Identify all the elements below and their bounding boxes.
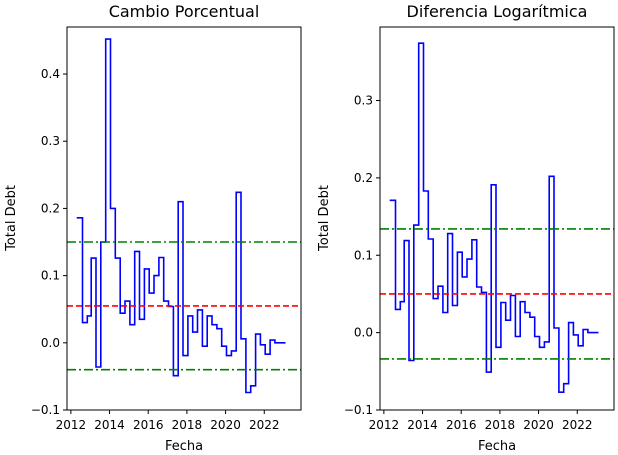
y-tick-label: 0.1 (41, 269, 60, 283)
y-tick-label: 0.2 (41, 201, 60, 215)
series-line (76, 38, 286, 394)
x-tick-label: 2020 (523, 418, 554, 432)
plot-area (380, 42, 614, 393)
chart-percent-change: Cambio Porcentual Fecha Total Debt 2012 2… (4, 2, 302, 454)
y-tick-label: 0.4 (41, 67, 60, 81)
x-axis-label: Fecha (478, 439, 516, 454)
chart-title: Cambio Porcentual (109, 2, 260, 21)
y-axis-label: Total Debt (4, 185, 19, 252)
x-tick-label: 2012 (56, 418, 87, 432)
y-tick-label: −0.1 (31, 403, 60, 417)
axes-frame (379, 26, 615, 411)
y-axis-label: Total Debt (317, 185, 332, 252)
y-tick-label: 0.2 (354, 171, 373, 185)
x-axis-label: Fecha (165, 439, 203, 454)
y-tick-label: 0.0 (354, 326, 373, 340)
x-tick-label: 2020 (210, 418, 241, 432)
x-tick-label: 2014 (407, 418, 438, 432)
y-tick-label: 0.3 (354, 94, 373, 108)
x-tick-label: 2016 (446, 418, 477, 432)
axes-frame (66, 26, 302, 411)
x-tick-label: 2016 (133, 418, 164, 432)
chart-log-difference: Diferencia Logarítmica Fecha Total Debt … (317, 2, 615, 454)
x-tick-label: 2018 (485, 418, 516, 432)
chart-title: Diferencia Logarítmica (407, 2, 588, 21)
y-tick-label: −0.1 (344, 403, 373, 417)
x-tick-label: 2018 (172, 418, 203, 432)
x-tick-label: 2014 (94, 418, 125, 432)
y-tick-label: 0.1 (354, 248, 373, 262)
y-tick-label: 0.3 (41, 134, 60, 148)
x-tick-label: 2012 (369, 418, 400, 432)
plot-area (67, 38, 301, 394)
series-line (389, 42, 599, 393)
y-tick-label: 0.0 (41, 336, 60, 350)
x-tick-label: 2022 (562, 418, 593, 432)
x-tick-label: 2022 (249, 418, 280, 432)
